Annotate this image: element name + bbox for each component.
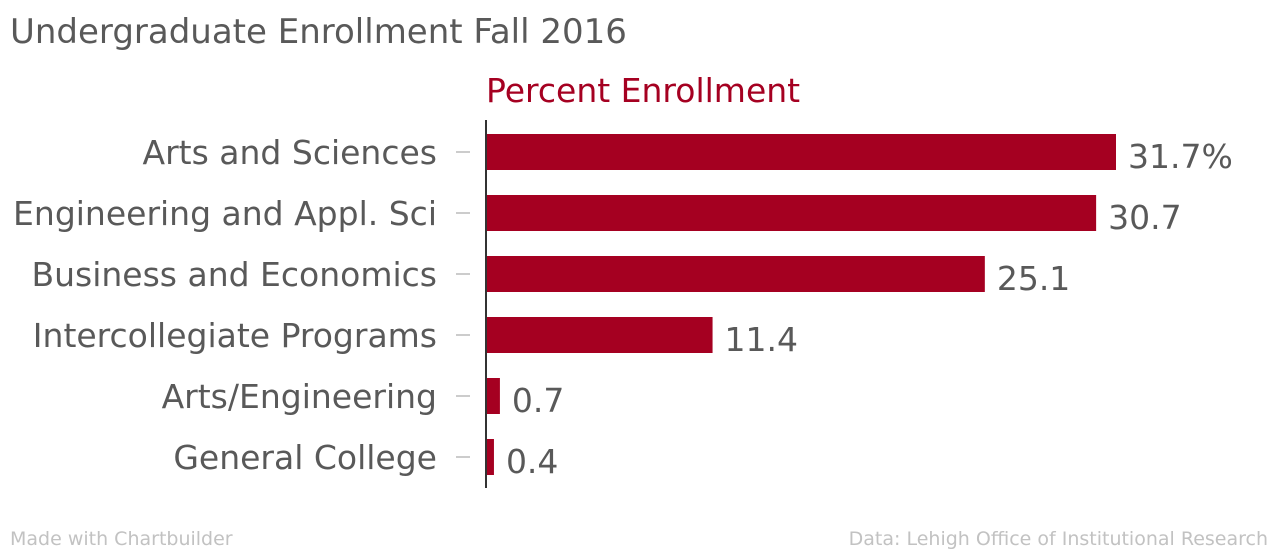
- bar: [486, 195, 1097, 231]
- bar: [486, 317, 713, 353]
- category-label: Intercollegiate Programs: [33, 316, 437, 355]
- bar: [486, 439, 494, 475]
- source-text: Data: Lehigh Office of Institutional Res…: [848, 528, 1268, 550]
- series-label: Percent Enrollment: [486, 71, 800, 110]
- category-label: General College: [173, 438, 437, 477]
- category-label: Engineering and Appl. Sci: [13, 194, 437, 233]
- category-label: Business and Economics: [31, 255, 437, 294]
- bar: [486, 378, 500, 414]
- data-label: 30.7: [1108, 198, 1181, 237]
- data-label: 31.7%: [1128, 137, 1233, 176]
- credit-text: Made with Chartbuilder: [10, 528, 233, 550]
- bar: [486, 134, 1116, 170]
- category-label: Arts/Engineering: [162, 377, 437, 416]
- data-label: 25.1: [997, 259, 1070, 298]
- bar: [486, 256, 985, 292]
- data-label: 11.4: [725, 320, 798, 359]
- chart-title: Undergraduate Enrollment Fall 2016: [10, 12, 627, 52]
- category-label: Arts and Sciences: [143, 133, 437, 172]
- data-label: 0.4: [506, 442, 558, 481]
- data-label: 0.7: [512, 381, 564, 420]
